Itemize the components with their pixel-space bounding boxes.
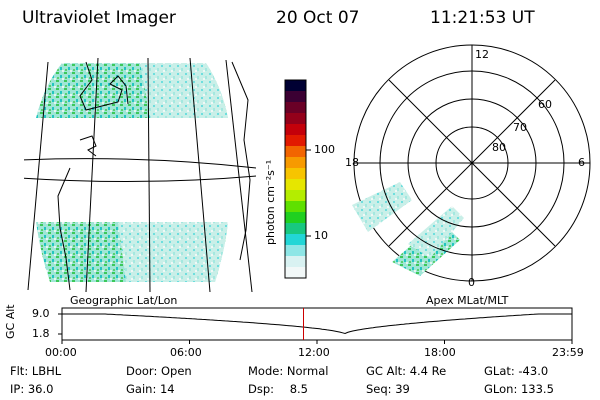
right-panel-label: Apex MLat/MLT	[426, 294, 509, 307]
info-filter: Flt: LBHL	[10, 364, 62, 378]
colorbar-tick-10: 10	[314, 229, 328, 242]
mlt-label-6: 6	[578, 156, 585, 169]
colorbar-segment	[285, 113, 306, 125]
info-mode: Mode: Normal	[248, 364, 329, 378]
info-gc-alt: GC Alt: 4.4 Re	[366, 364, 447, 378]
lat-label-80: 80	[492, 141, 506, 154]
date-label: 20 Oct 07	[276, 8, 360, 28]
colorbar-segment	[285, 91, 306, 103]
info-glon: GLon: 133.5	[484, 382, 554, 396]
lat-label-70: 70	[513, 121, 527, 134]
colorbar-segment	[285, 267, 306, 279]
altitude-curve	[62, 313, 572, 335]
timeline-chart	[58, 307, 573, 344]
colorbar-segment	[285, 179, 306, 191]
colorbar-segment	[285, 168, 306, 180]
timeline-xtick-4: 23:59	[552, 346, 584, 359]
colorbar-tick-100: 100	[314, 143, 335, 156]
aurora-band-south-faint	[118, 222, 228, 282]
colorbar-frame	[284, 79, 307, 279]
app-title: Ultraviolet Imager	[22, 8, 176, 28]
left-panel-label: Geographic Lat/Lon	[70, 294, 178, 307]
info-door: Door: Open	[126, 364, 192, 378]
colorbar-segment	[285, 190, 306, 202]
time-label: 11:21:53 UT	[430, 8, 535, 28]
mlt-label-12: 12	[475, 48, 489, 61]
info-glat: GLat: -43.0	[484, 364, 549, 378]
geographic-image	[24, 58, 256, 292]
colorbar-segment	[285, 146, 306, 158]
lat-label-60: 60	[538, 98, 552, 111]
colorbar-segment	[285, 256, 306, 268]
mlt-label-0: 0	[468, 276, 475, 289]
polar-aurora	[352, 182, 464, 276]
colorbar-label: photon cm⁻²s⁻¹	[264, 159, 277, 245]
timeline-frame	[61, 307, 573, 341]
info-ip: IP: 36.0	[10, 382, 54, 396]
timeline-ytick-bottom: 1.8	[32, 327, 50, 340]
colorbar-segment	[285, 245, 306, 257]
colorbar-segment	[285, 124, 306, 136]
aurora-band-north-faint	[140, 63, 228, 118]
colorbar-segment	[285, 223, 306, 235]
timeline-xtick-0: 00:00	[45, 346, 77, 359]
mlt-label-18: 18	[345, 156, 359, 169]
colorbar-segment	[285, 80, 306, 92]
colorbar-segment	[285, 212, 306, 224]
timeline-xtick-2: 12:00	[298, 346, 330, 359]
colorbar-segment	[285, 135, 306, 147]
colorbar-segment	[285, 102, 306, 114]
timeline-xtick-1: 06:00	[170, 346, 202, 359]
info-seq: Seq: 39	[366, 382, 410, 396]
colorbar-segment	[285, 201, 306, 213]
timeline-axis-label: GC Alt	[4, 304, 17, 339]
colorbar	[285, 80, 306, 279]
info-gain: Gain: 14	[126, 382, 175, 396]
info-dsp: Dsp: 8.5	[248, 382, 308, 396]
geo-grid	[24, 58, 256, 292]
timeline-ytick-top: 9.0	[32, 307, 50, 320]
colorbar-segment	[285, 234, 306, 246]
colorbar-segment	[285, 157, 306, 169]
polar-plot	[352, 44, 591, 282]
timeline-xtick-3: 18:00	[424, 346, 456, 359]
